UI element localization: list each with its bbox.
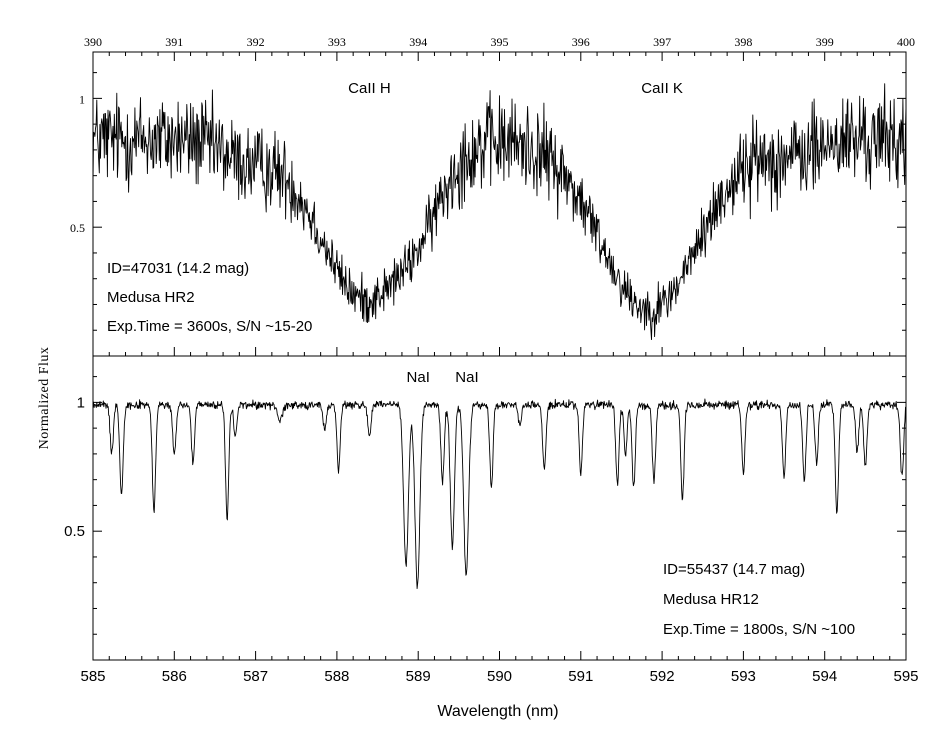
y-tick-label: 1 [77, 394, 85, 411]
spectral-line-label: CaII K [641, 80, 683, 97]
x-tick-label: 591 [568, 668, 593, 685]
y-axis-label: Normalized Flux [37, 347, 52, 450]
spectral-line-label: NaI [455, 369, 478, 386]
x-tick-label: 594 [812, 668, 837, 685]
x-tick-label: 592 [650, 668, 675, 685]
x-tick-label: 588 [324, 668, 349, 685]
y-tick-label: 0.5 [70, 221, 85, 235]
x-tick-label: 397 [653, 35, 671, 49]
x-tick-label: 398 [734, 35, 752, 49]
y-tick-label: 0.5 [64, 523, 85, 540]
x-tick-label: 589 [406, 668, 431, 685]
x-tick-label: 399 [816, 35, 834, 49]
x-tick-label: 587 [243, 668, 268, 685]
panel-bottom: 585 586 587 588 589 590 591 592 593 594 595 0.5 1 NaI… [64, 355, 919, 685]
x-tick-label: 393 [328, 35, 346, 49]
spectrum-line-bottom [92, 398, 907, 590]
x-tick-label: 585 [80, 668, 105, 685]
x-tick-label: 595 [893, 668, 918, 685]
x-tick-label: 390 [84, 35, 102, 49]
x-tick-label: 395 [491, 35, 509, 49]
spectrum-line-top [92, 83, 907, 341]
annotation-top: Exp.Time = 3600s, S/N ~15-20 [107, 318, 312, 335]
y-tick-label: 1 [79, 92, 85, 106]
x-axis-label: Wavelength (nm) [437, 703, 558, 720]
annotation-top: ID=47031 (14.2 mag) [107, 260, 249, 277]
x-tick-label: 394 [409, 35, 427, 49]
x-tick-label: 586 [162, 668, 187, 685]
annotation-bottom: Medusa HR12 [663, 591, 759, 608]
panel-top: 390 391 392 393 394 395 396 397 398 399 400 0.5 1 CaI… [70, 35, 915, 357]
x-tick-label: 590 [487, 668, 512, 685]
annotation-bottom: Exp.Time = 1800s, S/N ~100 [663, 621, 855, 638]
spectral-line-label: CaII H [348, 80, 391, 97]
x-tick-label: 396 [572, 35, 590, 49]
x-tick-label: 400 [897, 35, 915, 49]
spectral-line-label: NaI [407, 369, 430, 386]
annotation-top: Medusa HR2 [107, 289, 195, 306]
x-tick-label: 593 [731, 668, 756, 685]
annotation-bottom: ID=55437 (14.7 mag) [663, 561, 805, 578]
x-tick-label: 391 [165, 35, 183, 49]
x-tick-label: 392 [247, 35, 265, 49]
